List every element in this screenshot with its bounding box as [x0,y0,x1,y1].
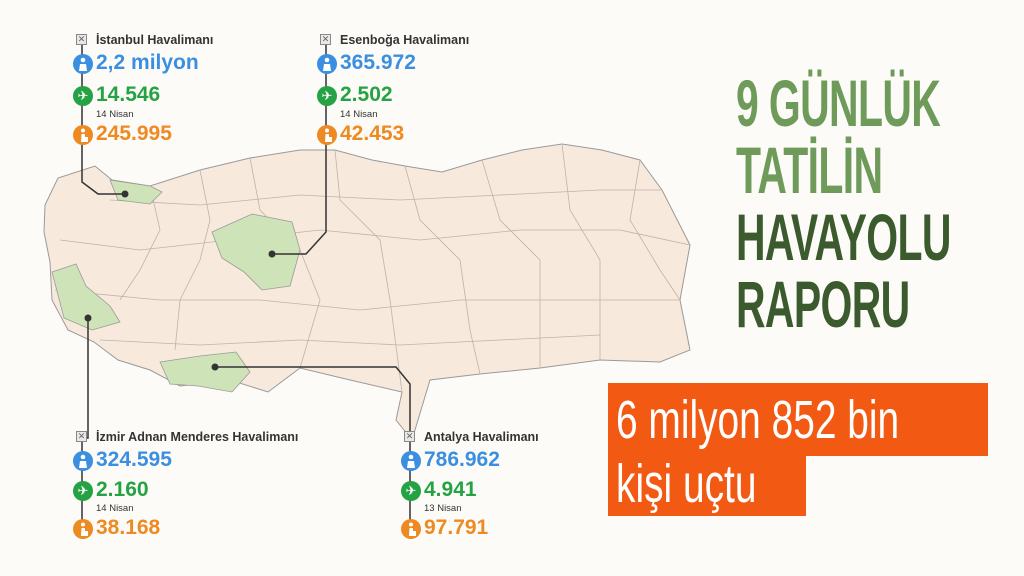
province-ankara [211,213,301,291]
passenger-count: 324.595 [96,448,172,471]
airport-name: Antalya Havalimanı [424,430,539,444]
passenger-count: 786.962 [424,448,500,471]
peak-passengers: 38.168 [96,516,161,539]
passenger-count: 365.972 [340,51,416,74]
airport-name: İstanbul Havalimanı [96,33,214,47]
peak-date: 13 Nisan [424,503,462,514]
airport-name: Esenboğa Havalimanı [340,33,470,47]
flight-count: 4.941 [424,478,477,501]
traveler-luggage-icon [401,519,421,539]
traveler-luggage-icon [317,125,337,145]
airport-icon: ✕ [404,431,415,442]
banner-line-1: 6 milyon 852 bin [616,390,900,450]
passenger-count: 2,2 milyon [96,51,199,74]
province-antalya [159,351,251,393]
flight-count: 2.160 [96,478,149,501]
headline-line-3: HAVAYOLU [736,200,951,274]
peak-date: 14 Nisan [96,109,134,120]
passenger-icon [73,451,93,471]
passenger-icon [317,54,337,74]
flight-count: 14.546 [96,83,161,106]
headline-line-4: RAPORU [736,267,910,341]
headline: 9 GÜNLÜK TATİLİN HAVAYOLU RAPORU [736,70,951,338]
traveler-luggage-icon [73,125,93,145]
peak-passengers: 245.995 [96,122,172,145]
plane-icon: ✈ [401,481,421,501]
airport-icon: ✕ [320,34,331,45]
peak-passengers: 97.791 [424,516,489,539]
peak-date: 14 Nisan [340,109,378,120]
headline-line-2: TATİLİN [736,133,883,207]
airport-icon: ✕ [76,34,87,45]
banner-line-2: kişi uçtu [616,454,757,514]
plane-icon: ✈ [317,86,337,106]
plane-icon: ✈ [73,86,93,106]
passenger-icon [401,451,421,471]
headline-line-1: 9 GÜNLÜK [736,66,941,140]
traveler-luggage-icon [73,519,93,539]
flight-count: 2.502 [340,83,393,106]
plane-icon: ✈ [73,481,93,501]
airport-markers [84,190,276,371]
highlighted-provinces [51,179,301,393]
province-izmir [51,263,121,331]
passenger-icon [73,54,93,74]
peak-date: 14 Nisan [96,503,134,514]
peak-passengers: 42.453 [340,122,405,145]
province-istanbul [109,179,163,205]
airport-name: İzmir Adnan Menderes Havalimanı [96,430,299,444]
airport-icon: ✕ [76,431,87,442]
